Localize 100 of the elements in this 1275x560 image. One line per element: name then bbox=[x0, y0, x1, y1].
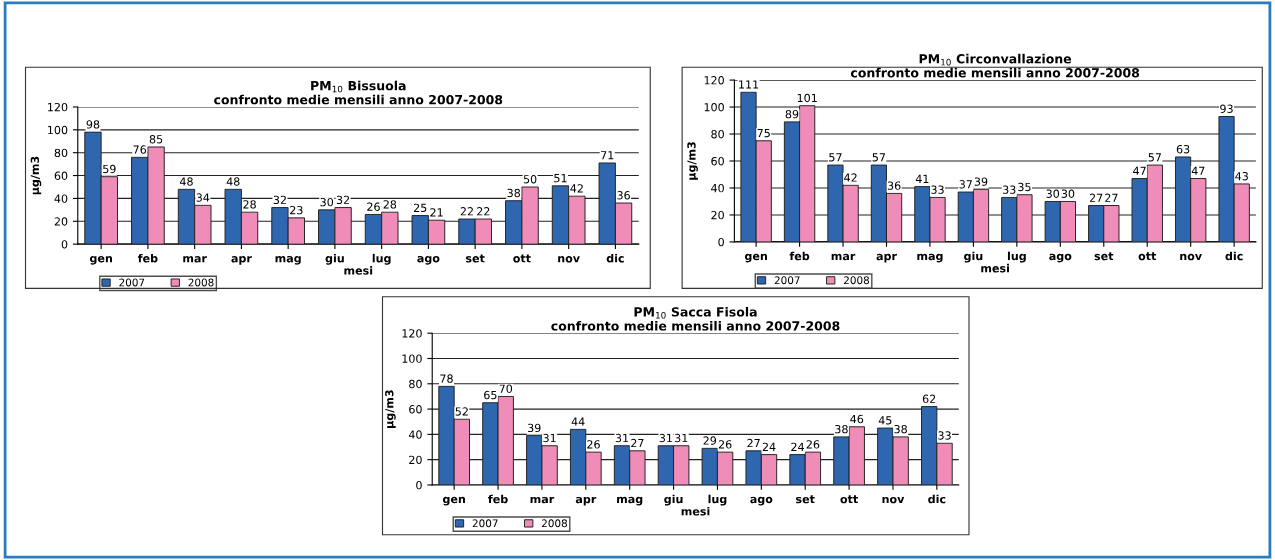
data-label: 57 bbox=[829, 153, 842, 162]
data-label: 38 bbox=[894, 424, 907, 434]
data-label: 28 bbox=[383, 200, 397, 209]
y-tick-label: 40 bbox=[408, 430, 422, 439]
data-label: 32 bbox=[336, 195, 350, 205]
y-tick-label: 80 bbox=[54, 148, 68, 158]
data-label: 47 bbox=[1133, 166, 1146, 175]
data-label: 71 bbox=[601, 151, 614, 160]
y-tick-label: 120 bbox=[704, 76, 724, 85]
x-axis-title: mesi bbox=[344, 266, 373, 275]
legend-label: 2008 bbox=[188, 278, 214, 287]
x-tick-label: feb bbox=[137, 253, 158, 263]
data-label: 31 bbox=[543, 433, 556, 443]
data-label: 42 bbox=[570, 184, 583, 193]
chart-title: PM$_{10}$ Sacca Fisola confronto medie mensili anno 2007-2008 bbox=[551, 306, 840, 331]
x-axis-title: mesi bbox=[981, 263, 1009, 273]
chart-title: PM$_{10}$ Circonvallazione confronto medie mensili anno 2007-2008 bbox=[850, 53, 1140, 78]
x-tick-label: mag bbox=[917, 253, 943, 263]
y-tick-label: 100 bbox=[48, 125, 68, 135]
y-tick-label: 20 bbox=[711, 210, 724, 220]
x-tick-label: gen bbox=[442, 496, 465, 506]
data-label: 57 bbox=[872, 153, 886, 162]
data-label: 30 bbox=[320, 197, 334, 207]
data-label: 93 bbox=[1220, 104, 1233, 113]
data-label: 30 bbox=[1061, 189, 1075, 198]
data-label: 26 bbox=[587, 440, 600, 449]
data-label: 36 bbox=[887, 181, 901, 190]
x-tick-label: giu bbox=[325, 253, 344, 265]
x-axis-title: mesi bbox=[681, 506, 710, 516]
x-tick-label: ott bbox=[513, 254, 531, 263]
y-tick-label: 80 bbox=[409, 379, 422, 389]
data-label: 39 bbox=[528, 423, 541, 433]
x-tick-label: giu bbox=[664, 494, 683, 506]
data-label: 89 bbox=[785, 109, 799, 119]
y-tick-label: 80 bbox=[711, 130, 724, 139]
y-tick-label: 0 bbox=[416, 480, 422, 490]
x-tick-label: mar bbox=[831, 253, 856, 261]
y-tick-label: 40 bbox=[54, 194, 68, 203]
x-tick-label: gen bbox=[89, 256, 112, 265]
data-label: 43 bbox=[1235, 171, 1248, 181]
x-tick-label: set bbox=[796, 495, 815, 504]
data-label: 22 bbox=[477, 207, 490, 216]
x-tick-label: nov bbox=[1180, 253, 1202, 261]
data-label: 85 bbox=[149, 135, 163, 144]
data-label: 22 bbox=[460, 207, 473, 216]
y-tick-label: 60 bbox=[54, 171, 68, 180]
data-label: 38 bbox=[835, 424, 848, 434]
x-tick-label: ago bbox=[1049, 253, 1072, 263]
x-tick-label: ago bbox=[417, 256, 440, 265]
data-label: 75 bbox=[757, 128, 770, 138]
data-label: 42 bbox=[844, 173, 857, 182]
x-tick-label: lug bbox=[372, 253, 391, 265]
x-tick-label: gen bbox=[744, 253, 767, 263]
x-tick-label: feb bbox=[488, 494, 508, 504]
y-tick-label: 120 bbox=[402, 329, 422, 338]
data-label: 24 bbox=[791, 442, 804, 451]
data-label: 27 bbox=[747, 438, 760, 448]
x-tick-label: apr bbox=[231, 256, 252, 265]
y-tick-label: 60 bbox=[409, 405, 422, 414]
data-label: 23 bbox=[290, 205, 303, 215]
x-tick-label: nov bbox=[882, 496, 905, 504]
data-label: 65 bbox=[484, 390, 497, 400]
x-tick-label: apr bbox=[575, 496, 597, 506]
data-label: 33 bbox=[1003, 185, 1016, 194]
data-label: 51 bbox=[554, 174, 567, 183]
data-label: 26 bbox=[367, 202, 380, 211]
data-label: 57 bbox=[1148, 153, 1161, 162]
y-tick-label: 60 bbox=[711, 156, 724, 166]
data-label: 31 bbox=[659, 433, 672, 443]
data-label: 38 bbox=[507, 188, 521, 198]
data-label: 25 bbox=[413, 203, 427, 213]
data-label: 28 bbox=[243, 200, 256, 209]
data-label: 111 bbox=[739, 80, 759, 89]
y-tick-label: 100 bbox=[402, 354, 422, 363]
x-tick-label: mar bbox=[530, 496, 555, 504]
data-label: 35 bbox=[1018, 182, 1031, 192]
data-label: 24 bbox=[762, 442, 776, 451]
data-label: 78 bbox=[440, 374, 453, 383]
data-label: 45 bbox=[878, 416, 892, 425]
data-label: 32 bbox=[273, 195, 286, 205]
data-label: 48 bbox=[179, 177, 193, 186]
x-tick-label: feb bbox=[789, 251, 810, 261]
data-label: 76 bbox=[133, 145, 147, 154]
data-label: 34 bbox=[196, 193, 210, 202]
y-tick-label: 120 bbox=[48, 102, 68, 112]
x-tick-label: dic bbox=[1225, 251, 1243, 261]
data-label: 30 bbox=[1046, 189, 1060, 198]
legend-label: 2008 bbox=[843, 276, 870, 285]
data-label: 44 bbox=[571, 417, 585, 426]
x-tick-label: nov bbox=[558, 256, 580, 263]
data-label: 33 bbox=[938, 431, 951, 440]
x-tick-label: ott bbox=[1138, 252, 1157, 261]
y-axis-title: µg/m3 bbox=[30, 156, 42, 195]
data-label: 36 bbox=[617, 191, 630, 200]
x-tick-label: mag bbox=[617, 496, 643, 506]
x-tick-label: lug bbox=[1007, 251, 1026, 263]
x-tick-label: apr bbox=[876, 253, 897, 263]
y-tick-label: 100 bbox=[704, 103, 724, 112]
x-tick-label: lug bbox=[708, 494, 727, 506]
data-label: 47 bbox=[1191, 166, 1205, 175]
